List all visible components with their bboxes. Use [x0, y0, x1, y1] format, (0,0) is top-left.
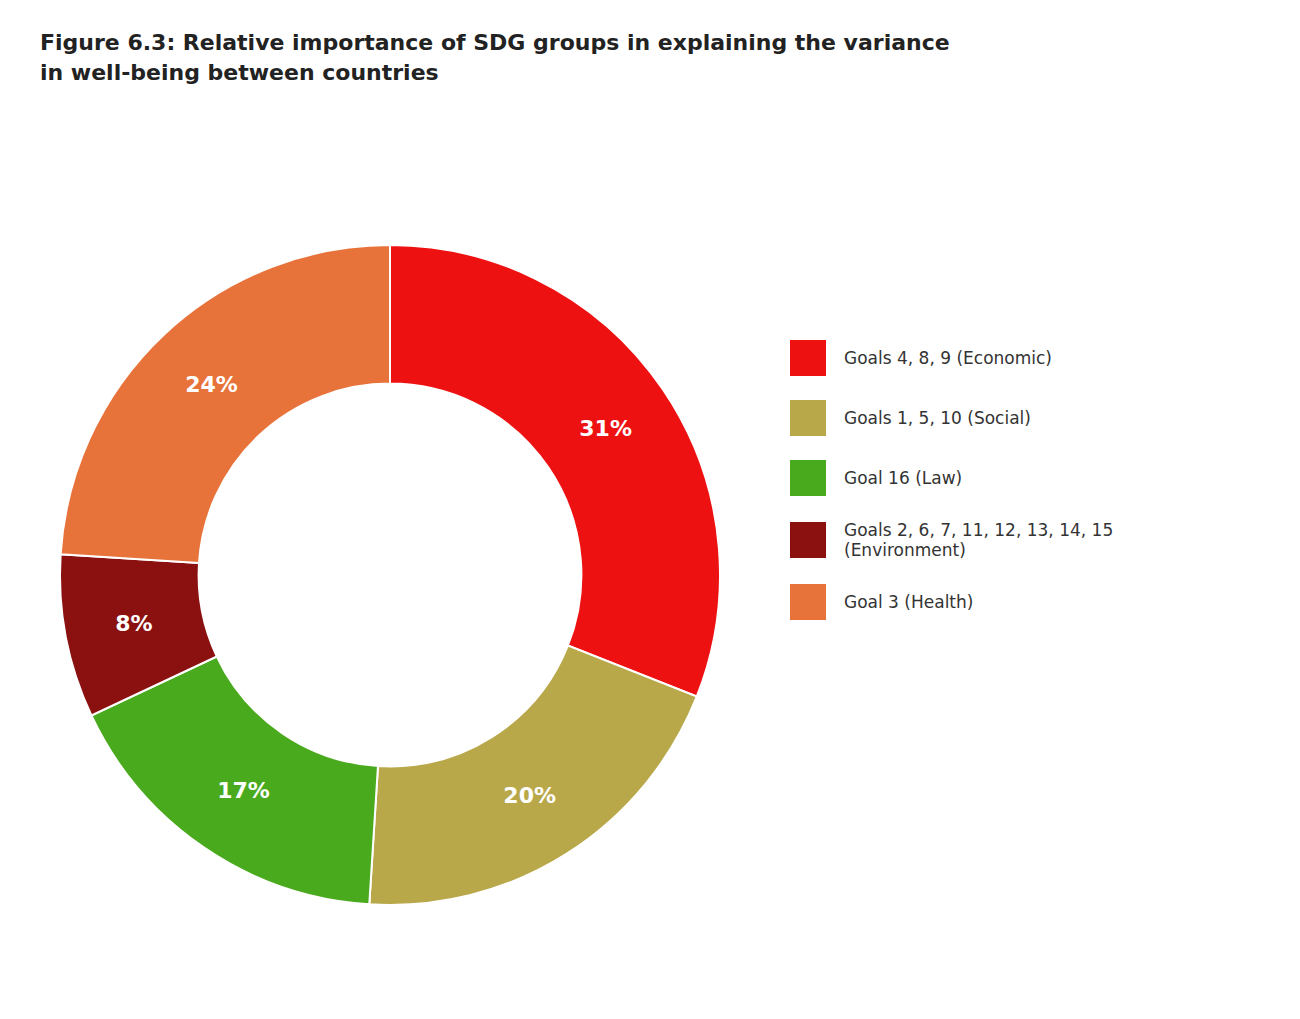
slice	[60, 554, 217, 715]
legend-item: Goal 3 (Health)	[790, 584, 973, 620]
legend-label-line: Goals 2, 6, 7, 11, 12, 13, 14, 15	[844, 520, 1113, 540]
data-labels: 31% 20% 17% 8% 24%	[115, 372, 632, 807]
legend-label: Goals 1, 5, 10 (Social)	[844, 408, 1031, 428]
legend: Goals 4, 8, 9 (Economic) Goals 1, 5, 10 (…	[790, 340, 1113, 620]
legend-label-line: Goal 3 (Health)	[844, 592, 973, 612]
legend-label: Goals 2, 6, 7, 11, 12, 13, 14, 15(Enviro…	[844, 520, 1113, 560]
legend-label: Goal 16 (Law)	[844, 468, 962, 488]
legend-swatch	[790, 584, 826, 620]
legend-swatch	[790, 340, 826, 376]
chart-title-line: in well-being between countries	[40, 60, 439, 85]
legend-item: Goals 1, 5, 10 (Social)	[790, 400, 1031, 436]
data-label: 17%	[217, 778, 270, 803]
slice	[61, 245, 390, 563]
data-label: 31%	[579, 416, 632, 441]
legend-item: Goals 2, 6, 7, 11, 12, 13, 14, 15(Enviro…	[790, 520, 1113, 560]
chart-title-line: Figure 6.3: Relative importance of SDG g…	[40, 30, 950, 55]
donut	[60, 245, 720, 905]
legend-label-line: Goals 1, 5, 10 (Social)	[844, 408, 1031, 428]
legend-item: Goals 4, 8, 9 (Economic)	[790, 340, 1052, 376]
chart-svg: Figure 6.3: Relative importance of SDG g…	[0, 0, 1300, 1019]
slice	[390, 245, 720, 696]
legend-item: Goal 16 (Law)	[790, 460, 962, 496]
data-label: 20%	[503, 783, 556, 808]
data-label: 8%	[115, 611, 152, 636]
legend-label: Goals 4, 8, 9 (Economic)	[844, 348, 1052, 368]
chart-title: Figure 6.3: Relative importance of SDG g…	[40, 30, 950, 85]
legend-swatch	[790, 460, 826, 496]
legend-label: Goal 3 (Health)	[844, 592, 973, 612]
legend-label-line: Goals 4, 8, 9 (Economic)	[844, 348, 1052, 368]
legend-label-line: (Environment)	[844, 540, 966, 560]
legend-label-line: Goal 16 (Law)	[844, 468, 962, 488]
data-label: 24%	[185, 372, 238, 397]
legend-swatch	[790, 400, 826, 436]
slice	[369, 645, 697, 905]
legend-swatch	[790, 522, 826, 558]
